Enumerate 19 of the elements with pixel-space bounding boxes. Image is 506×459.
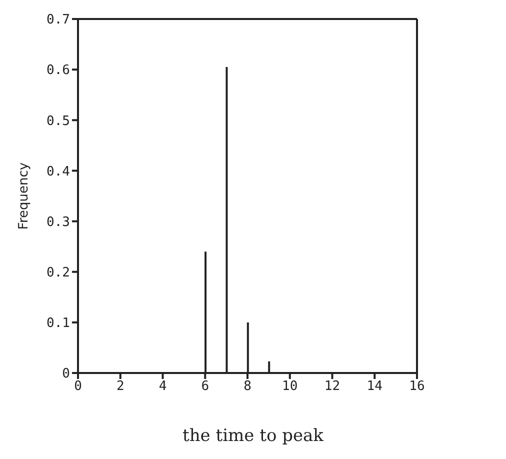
y-tick-label: 0 [62, 366, 70, 382]
y-tick-label: 0.1 [46, 316, 70, 332]
x-tick-label: 6 [201, 379, 210, 394]
x-axis-title: the time to peak [182, 426, 324, 446]
y-tick-label: 0.2 [46, 265, 70, 280]
y-tick-label: 0.7 [46, 12, 70, 28]
x-tick-label: 0 [74, 379, 82, 394]
y-tick-label: 0.4 [46, 164, 70, 180]
y-tick-label: 0.5 [46, 114, 70, 129]
y-tick-label: 0.3 [46, 214, 70, 230]
y-axis-title: Frequency [16, 162, 32, 230]
x-tick-label: 2 [116, 379, 124, 394]
x-tick-label: 12 [324, 379, 340, 394]
x-tick-label: 4 [158, 379, 167, 394]
x-tick-label: 14 [366, 379, 383, 394]
x-tick-label: 10 [282, 379, 298, 394]
x-tick-label: 16 [409, 379, 425, 394]
y-tick-label: 0.6 [46, 63, 70, 78]
x-tick-label: 8 [244, 379, 252, 394]
